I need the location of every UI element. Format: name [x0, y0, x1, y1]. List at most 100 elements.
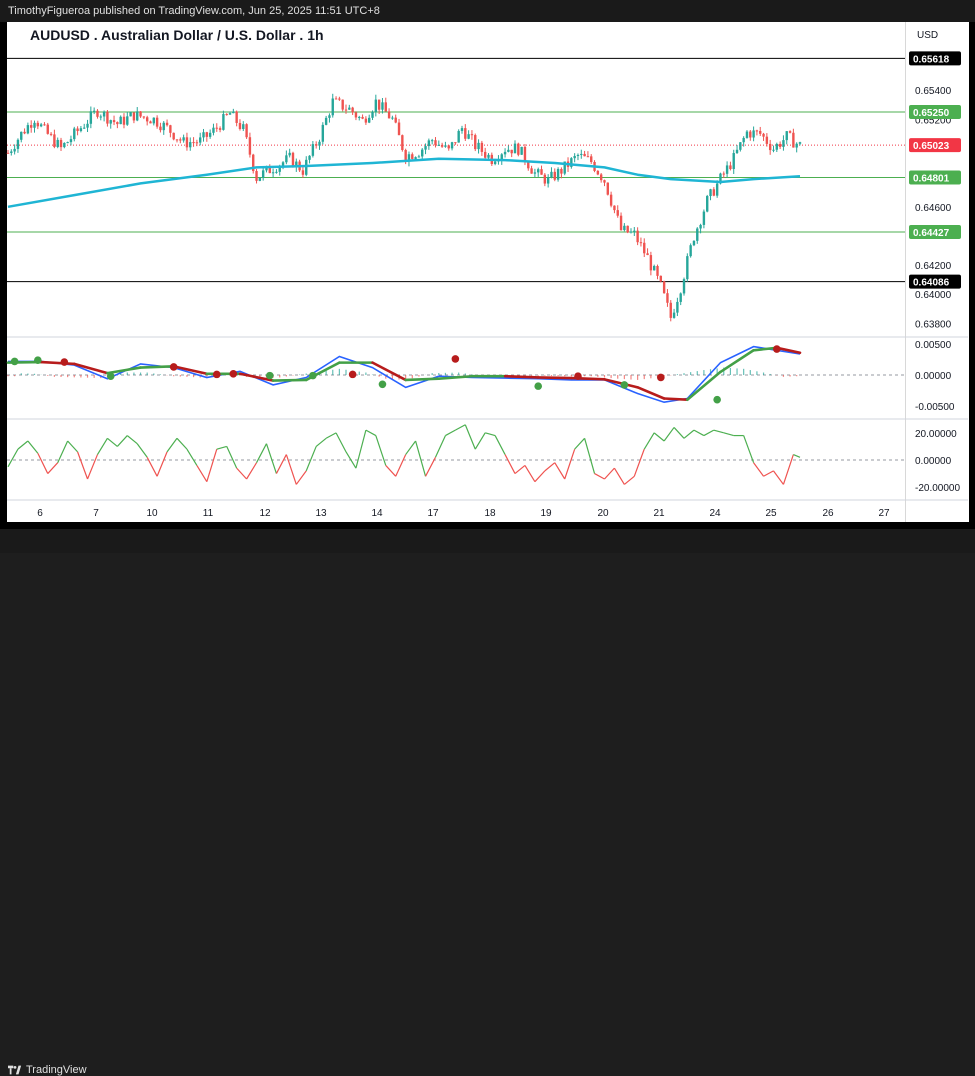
candle-body — [772, 149, 775, 151]
oscillator2-line-segment — [305, 446, 317, 472]
candle-body — [119, 116, 122, 125]
candle-body — [225, 114, 228, 116]
last-price-tag — [909, 138, 961, 153]
candle-body — [53, 134, 56, 147]
candle-body — [530, 168, 533, 174]
candle-body — [324, 117, 328, 125]
oscillator2-line-segment — [514, 464, 526, 475]
candle-body — [795, 143, 798, 148]
oscillator2-line-segment — [77, 451, 89, 480]
candle-body — [29, 125, 33, 128]
oscillator2-line-segment — [126, 435, 138, 445]
candle-body — [89, 111, 93, 124]
candle-body — [358, 116, 361, 118]
oscillator2-line-segment — [166, 437, 178, 453]
oscillator-slow-line-segment — [437, 374, 474, 381]
oscillator-cross-dot — [212, 370, 221, 379]
oscillator2-line-segment — [146, 457, 158, 477]
candle-body — [649, 255, 653, 271]
candle-body — [361, 116, 364, 119]
candle-body — [341, 99, 344, 110]
candle-body — [371, 111, 374, 118]
candle-body — [702, 211, 706, 225]
candle-body — [643, 242, 646, 254]
candle-body — [338, 98, 341, 100]
oscillator2-line-segment — [425, 457, 437, 477]
candle-body — [49, 133, 53, 135]
candle-body — [182, 137, 185, 141]
level-price-label: 0.64427 — [913, 228, 950, 239]
candle-body — [311, 144, 315, 156]
candle-body — [483, 151, 487, 158]
oscillator2-line-segment — [96, 437, 108, 455]
candle-body — [308, 155, 311, 160]
candle-body — [513, 143, 517, 154]
level-price-label: 0.64801 — [913, 173, 950, 184]
candle-body — [719, 173, 722, 184]
candle-body — [397, 122, 401, 136]
oscillator-slow-line-segment — [371, 361, 407, 382]
candle-body — [467, 134, 470, 139]
oscillator2-line-segment — [7, 448, 19, 468]
oscillator-cross-dot — [265, 371, 274, 380]
time-tick-label: 25 — [765, 508, 777, 519]
candle-body — [424, 146, 427, 150]
candle-body — [242, 124, 245, 130]
candle-body — [510, 149, 513, 154]
candle-body — [129, 112, 132, 117]
candle-body — [623, 225, 626, 231]
time-tick-label: 21 — [653, 508, 665, 519]
chart-plot-area[interactable] — [7, 22, 905, 522]
candle-body — [56, 139, 59, 147]
candle-body — [421, 149, 424, 157]
oscillator2-line-segment — [176, 437, 188, 450]
candle-body — [278, 165, 281, 172]
oscillator2-line-segment — [564, 448, 576, 480]
candle-body — [384, 102, 387, 112]
candle-body — [732, 153, 735, 170]
candle-body — [261, 170, 265, 178]
candle-body — [546, 177, 550, 184]
time-tick-label: 18 — [484, 508, 496, 519]
oscillator2-line-segment — [485, 432, 496, 437]
candle-body — [305, 159, 308, 175]
candle-body — [785, 131, 788, 141]
oscillator-cross-dot — [620, 381, 629, 389]
oscillator2-line-segment — [315, 437, 327, 447]
candle-body — [573, 155, 576, 159]
candle-body — [706, 196, 709, 212]
candle-body — [381, 102, 384, 110]
candle-body — [454, 142, 457, 144]
level-price-tag — [909, 224, 961, 239]
oscillator2-line-segment — [782, 454, 794, 485]
candle-body — [659, 275, 663, 282]
chart-title: AUDUSD . Australian Dollar / U.S. Dollar… — [30, 27, 324, 43]
oscillator2-line-segment — [275, 454, 287, 474]
oscillator2-line-segment — [136, 443, 148, 458]
oscillator-slow-line-segment — [139, 365, 175, 369]
oscillator2-line-segment — [763, 470, 774, 477]
time-tick-label: 10 — [146, 508, 158, 519]
oscillator-tick-label: -0.00500 — [915, 402, 955, 413]
oscillator2-line-segment — [534, 470, 546, 483]
price-tick-label: 0.64200 — [915, 261, 952, 272]
candle-body — [782, 140, 785, 147]
candle-body — [192, 142, 195, 144]
footer-bar: TradingView — [0, 529, 975, 1076]
publish-header-bar: TimothyFigueroa published on TradingView… — [0, 0, 975, 22]
oscillator2-line-segment — [265, 443, 277, 474]
time-tick-label: 12 — [259, 508, 271, 519]
last-price-label: 0.65023 — [913, 141, 950, 152]
candle-body — [666, 293, 669, 303]
candle-body — [364, 118, 368, 123]
time-tick-label: 27 — [878, 508, 890, 519]
candle-body — [116, 122, 119, 125]
candle-body — [765, 136, 769, 144]
candle-body — [23, 131, 26, 134]
oscillator-slow-line-segment — [752, 346, 779, 352]
tradingview-logo[interactable]: TradingView — [8, 1064, 87, 1076]
candle-body — [39, 124, 43, 127]
candle-body — [676, 301, 679, 313]
candle-body — [169, 125, 172, 133]
candle-body — [268, 166, 271, 174]
